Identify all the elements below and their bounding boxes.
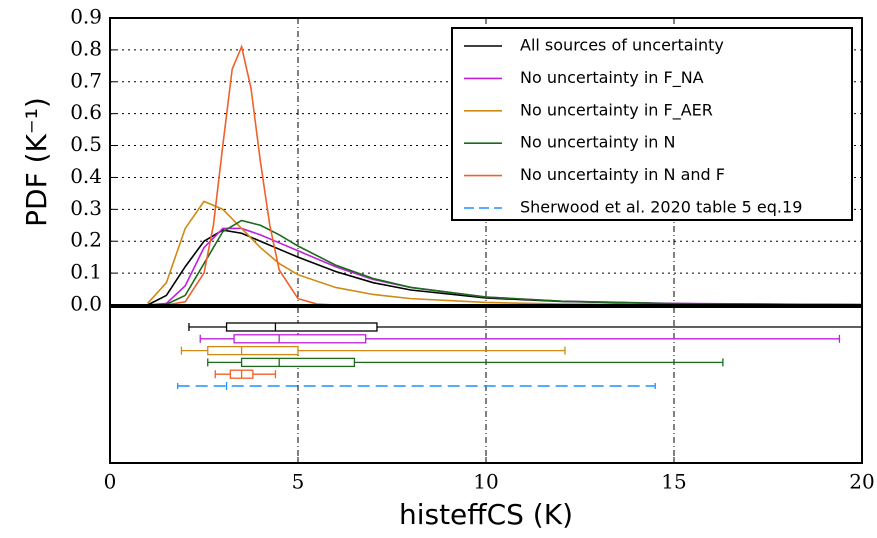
y-tick-label: 0.1	[70, 260, 102, 284]
legend-label: Sherwood et al. 2020 table 5 eq.19	[520, 198, 802, 217]
y-tick-label: 0.4	[70, 164, 102, 188]
box	[207, 345, 299, 356]
y-tick-label: 0.2	[70, 228, 102, 252]
legend-label: No uncertainty in N	[520, 133, 675, 152]
x-tick-label: 10	[473, 470, 498, 494]
pdf-line	[147, 219, 863, 306]
legend-label: No uncertainty in F_NA	[520, 68, 704, 88]
x-tick-label: 15	[661, 470, 686, 494]
y-tick-label: 0.5	[70, 132, 102, 156]
x-axis-label: histeffCS (K)	[399, 498, 573, 531]
legend-box	[451, 27, 853, 221]
y-tick-label: 0.8	[70, 36, 102, 60]
x-tick-label: 5	[292, 470, 305, 494]
y-tick-label: 0.7	[70, 68, 102, 92]
legend-label: All sources of uncertainty	[520, 36, 724, 55]
y-tick-label: 0.9	[70, 5, 102, 29]
box	[225, 322, 378, 332]
pdf-line	[166, 44, 336, 306]
y-tick-label: 0.6	[70, 100, 102, 124]
legend-label: No uncertainty in F_AER	[520, 100, 713, 120]
pdf-line	[147, 200, 863, 306]
plot-frame	[109, 17, 863, 306]
box	[240, 357, 356, 368]
y-tick-label: 0.0	[70, 292, 102, 316]
y-tick-label: 0.3	[70, 196, 102, 220]
legend-label: No uncertainty in N and F	[520, 165, 725, 184]
y-axis-label: PDF (K⁻¹)	[20, 97, 53, 227]
x-tick-label: 20	[849, 470, 874, 494]
x-tick-label: 0	[104, 470, 117, 494]
box	[233, 334, 367, 344]
box-frame	[109, 306, 863, 464]
